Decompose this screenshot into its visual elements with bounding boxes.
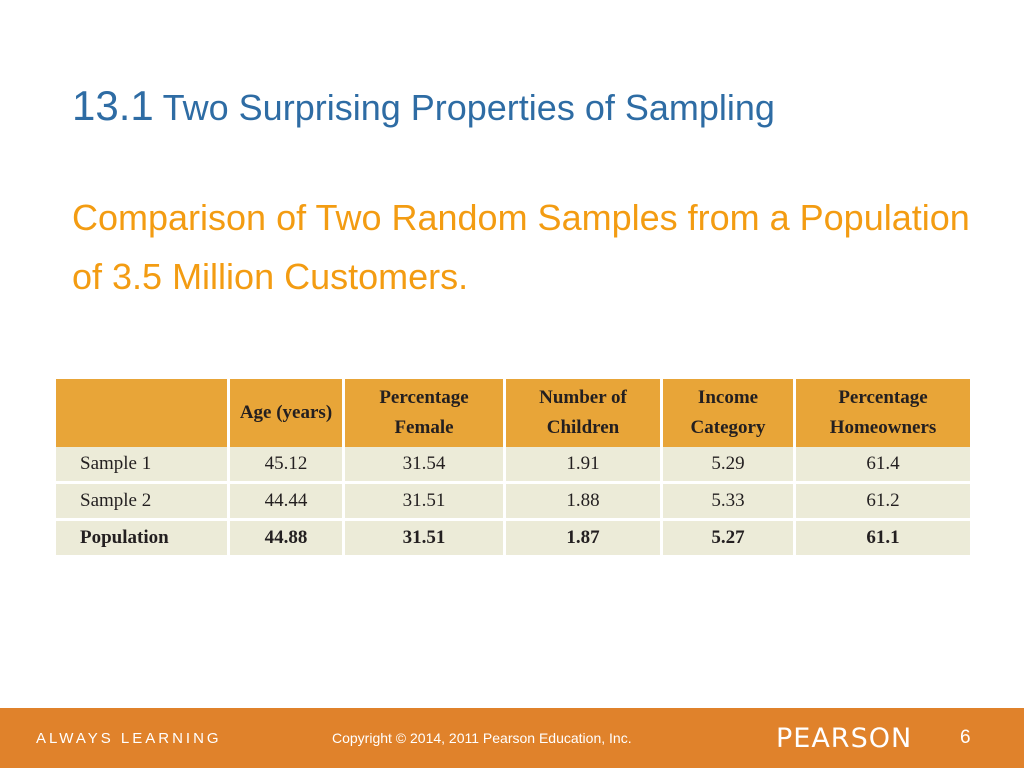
cell-percentage-homeowners: 61.2 [796,484,970,521]
cell-age: 44.88 [230,521,342,558]
cell-number-of-children: 1.87 [506,521,660,558]
header-cell-percentage-female: Percentage Female [345,379,503,447]
slide-subtitle: Comparison of Two Random Samples from a … [72,197,970,297]
header-cell-number-of-children: Number of Children [506,379,660,447]
row-label: Sample 2 [56,484,227,521]
cell-percentage-homeowners: 61.1 [796,521,970,558]
page-number: 6 [960,727,971,748]
table-row-sample-1: Sample 1 45.12 31.54 1.91 5.29 61.4 [56,447,970,484]
cell-percentage-female: 31.51 [345,484,503,521]
section-title: Two Surprising Properties of Sampling [162,87,775,128]
cell-income-category: 5.29 [663,447,793,484]
header-cell-income-category: Income Category [663,379,793,447]
cell-number-of-children: 1.91 [506,447,660,484]
table-row-sample-2: Sample 2 44.44 31.51 1.88 5.33 61.2 [56,484,970,521]
cell-percentage-homeowners: 61.4 [796,447,970,484]
row-label: Population [56,521,227,558]
cell-income-category: 5.27 [663,521,793,558]
cell-percentage-female: 31.51 [345,521,503,558]
comparison-table: Age (years) Percentage Female Number of … [53,379,973,558]
header-cell-blank [56,379,227,447]
cell-percentage-female: 31.54 [345,447,503,484]
cell-age: 44.44 [230,484,342,521]
header-cell-percentage-homeowners: Percentage Homeowners [796,379,970,447]
publisher-logo: PEARSON [776,723,913,754]
table-header-row: Age (years) Percentage Female Number of … [56,379,970,447]
footer-tagline: ALWAYS LEARNING [36,730,222,747]
row-label: Sample 1 [56,447,227,484]
table-row-population: Population 44.88 31.51 1.87 5.27 61.1 [56,521,970,558]
cell-income-category: 5.33 [663,484,793,521]
footer-copyright: Copyright © 2014, 2011 Pearson Education… [332,730,632,746]
footer-band: ALWAYS LEARNING Copyright © 2014, 2011 P… [0,708,1024,768]
header-cell-age: Age (years) [230,379,342,447]
cell-number-of-children: 1.88 [506,484,660,521]
section-number: 13.1 [72,82,154,129]
cell-age: 45.12 [230,447,342,484]
slide-title: 13.1 Two Surprising Properties of Sampli… [72,82,775,130]
